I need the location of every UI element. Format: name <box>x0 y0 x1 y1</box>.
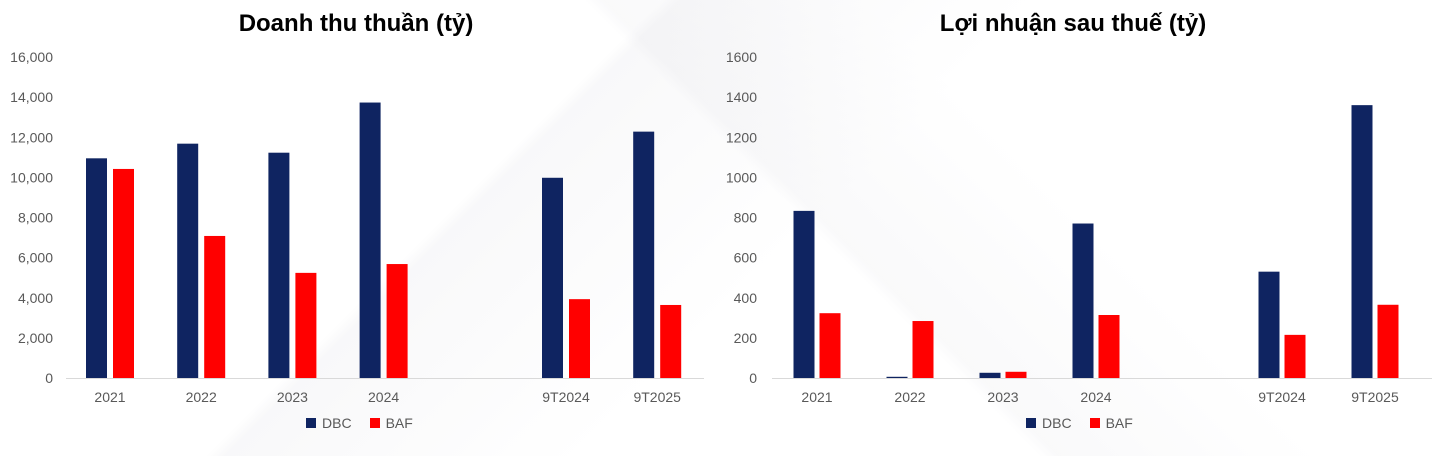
bar-dbc <box>886 376 908 378</box>
x-tick-label: 9T2024 <box>1258 389 1306 405</box>
x-tick-label: 2021 <box>801 389 832 405</box>
legend-item-dbc: DBC <box>1026 415 1072 431</box>
bar-dbc <box>542 177 563 378</box>
legend-swatch-baf <box>1089 418 1100 428</box>
x-tick-label: 9T2025 <box>1351 389 1399 405</box>
bar-dbc <box>1258 271 1280 378</box>
revenue-chart: 0 2,000 4,000 6,000 8,000 10,000 12,000 14,000 1… <box>10 49 704 405</box>
legend-swatch-baf <box>369 418 380 428</box>
bar-baf <box>660 304 682 378</box>
bar-baf <box>1377 304 1399 378</box>
bar-dbc <box>86 158 107 378</box>
legend-swatch-dbc <box>306 418 316 428</box>
bar-dbc <box>1072 223 1094 378</box>
legend-swatch-dbc <box>1026 418 1036 428</box>
x-tick-label: 2022 <box>894 389 925 405</box>
legend-label-dbc: DBC <box>1042 415 1072 431</box>
y-tick-label: 2,000 <box>18 330 53 346</box>
profit-legend: DBC BAF <box>1026 415 1133 431</box>
y-tick-label: 400 <box>734 290 758 306</box>
legend-item-baf: BAF <box>1089 415 1133 431</box>
bar-dbc <box>1351 105 1373 379</box>
x-tick-label: 9T2024 <box>542 389 590 405</box>
profit-chart-title: Lợi nhuận sau thuế (tỷ) <box>939 10 1207 37</box>
y-tick-label: 600 <box>734 250 758 266</box>
legend-item-baf: BAF <box>369 415 413 431</box>
y-tick-label: 8,000 <box>18 210 53 226</box>
y-tick-label: 1400 <box>726 89 757 105</box>
x-tick-label: 2024 <box>1080 389 1111 405</box>
y-tick-label: 1000 <box>726 169 757 185</box>
bar-dbc <box>268 152 290 378</box>
legend-item-dbc: DBC <box>306 415 352 431</box>
y-tick-label: 1200 <box>726 129 757 145</box>
bar-baf <box>386 264 408 378</box>
revenue-chart-panel: Doanh thu thuần (tỷ) 0 2,000 4,000 6,000 8,0… <box>0 0 712 456</box>
bar-dbc <box>633 131 655 378</box>
bar-baf <box>912 321 934 378</box>
bar-dbc <box>359 102 381 379</box>
bar-baf <box>1284 334 1306 378</box>
bar-baf <box>569 299 590 378</box>
bar-baf <box>1005 371 1027 378</box>
legend-label-baf: BAF <box>385 415 413 431</box>
y-tick-label: 4,000 <box>18 290 53 306</box>
bar-baf <box>1098 315 1120 378</box>
bar-baf <box>113 168 134 378</box>
x-tick-label: 2022 <box>186 389 217 405</box>
y-tick-label: 10,000 <box>10 169 53 185</box>
y-tick-label: 1600 <box>726 49 757 65</box>
revenue-chart-title: Doanh thu thuần (tỷ) <box>238 10 474 37</box>
legend-label-dbc: DBC <box>322 415 352 431</box>
profit-chart: 0 200 400 600 800 1000 1200 1400 1600 2021 2022 202… <box>726 49 1432 405</box>
y-tick-label: 200 <box>734 330 758 346</box>
y-tick-label: 14,000 <box>10 89 53 105</box>
x-tick-label: 2021 <box>94 389 125 405</box>
y-tick-label: 6,000 <box>18 250 53 266</box>
legend-label-baf: BAF <box>1105 415 1133 431</box>
x-tick-label: 2023 <box>277 389 308 405</box>
y-tick-label: 16,000 <box>10 49 53 65</box>
x-tick-label: 9T2025 <box>633 389 681 405</box>
y-tick-label: 12,000 <box>10 129 53 145</box>
x-tick-label: 2023 <box>987 389 1018 405</box>
y-tick-label: 0 <box>45 370 53 386</box>
bar-baf <box>295 272 317 378</box>
y-tick-label: 800 <box>734 210 758 226</box>
revenue-legend: DBC BAF <box>306 415 413 431</box>
bar-dbc <box>177 143 199 378</box>
profit-chart-panel: Lợi nhuận sau thuế (tỷ) 0 200 400 600 800 100… <box>712 0 1434 456</box>
bar-dbc <box>979 372 1001 378</box>
x-tick-label: 2024 <box>368 389 399 405</box>
y-tick-label: 0 <box>749 370 757 386</box>
bar-dbc <box>793 210 815 378</box>
bar-baf <box>819 313 841 378</box>
bar-baf <box>204 235 226 378</box>
